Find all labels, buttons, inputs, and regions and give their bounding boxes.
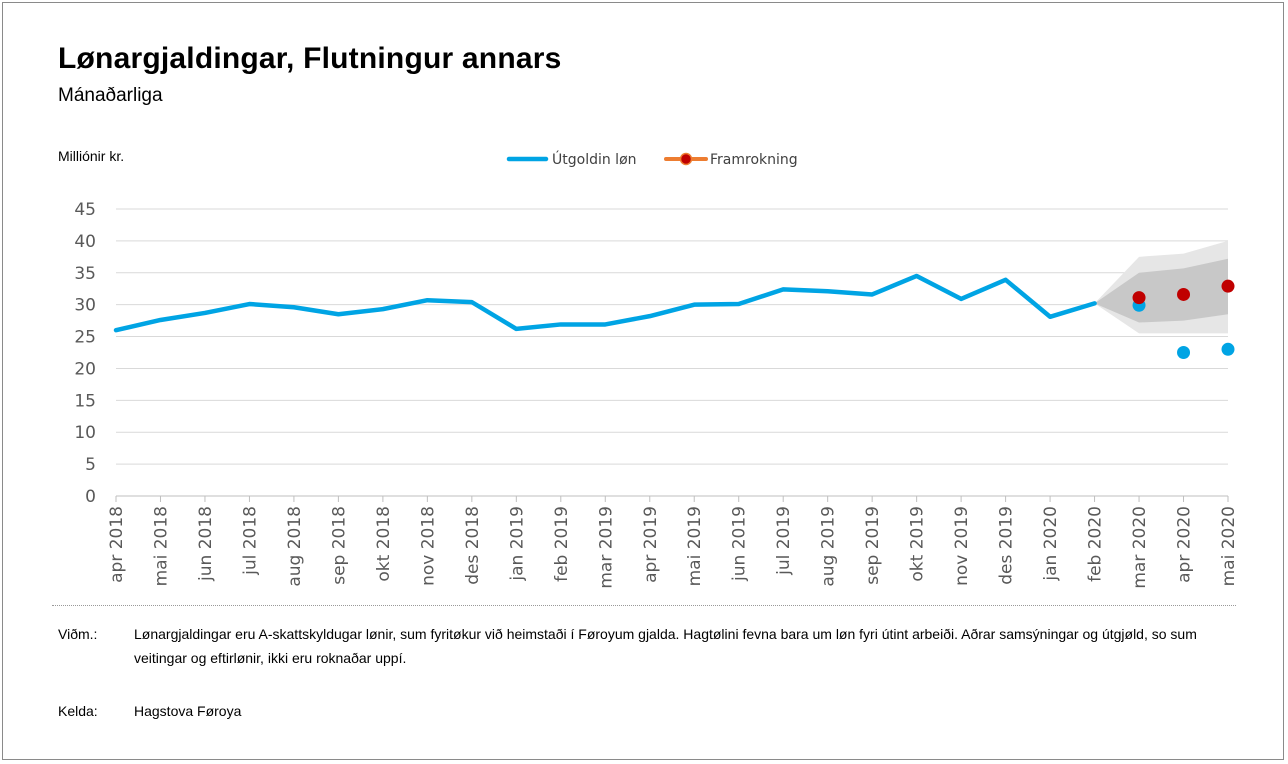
data-point-utgoldin-lon [1177,346,1191,359]
y-tick-label: 40 [74,232,96,252]
chart-title: Lønargjaldingar, Flutningur annars [58,42,562,75]
y-tick-label: 15 [74,391,96,411]
x-tick-label: nov 2019 [952,506,972,586]
x-tick-label: apr 2020 [1175,506,1195,583]
forecast-band-inner [1094,258,1228,323]
x-tick-label: jan 2019 [507,506,527,582]
x-tick-label: mar 2020 [1130,506,1150,589]
x-tick-label: feb 2020 [1086,506,1106,582]
x-tick-label: mai 2019 [685,506,705,586]
x-tick-label: mar 2019 [596,506,616,589]
source-label: Kelda: [58,703,98,719]
source-text: Hagstova Føroya [134,703,242,719]
remark-label: Viðm.: [58,626,98,642]
y-tick-label: 10 [74,423,96,443]
data-point-framrokning [1132,291,1146,305]
notes-divider [52,605,1236,606]
y-tick-label: 0 [85,487,96,507]
series-line-utgoldin-lon [113,273,1097,333]
x-tick-label: jun 2018 [196,506,216,582]
y-axis-unit-label: Milliónir kr. [58,148,125,164]
x-tick-label: jan 2020 [1041,506,1061,582]
x-tick-label: jul 2019 [774,506,794,576]
data-point-framrokning [1177,287,1191,301]
y-tick-label: 35 [74,264,96,284]
x-tick-label: des 2018 [463,506,483,585]
line-chart: 0 5 10 15 20 25 30 35 40 45 apr 2018 mai 2018 jun 20… [74,150,1239,589]
data-point-utgoldin-lon [1221,342,1235,356]
x-tick-label: apr 2019 [641,506,661,583]
y-tick-label: 20 [74,359,96,379]
chart-subtitle: Mánaðarliga [58,85,163,106]
x-tick-label: aug 2019 [819,506,839,587]
x-tick-label: sep 2019 [863,506,883,585]
x-tick-label: jul 2018 [240,506,260,576]
y-tick-label: 25 [74,328,96,348]
x-tick-label: apr 2018 [107,506,127,583]
x-tick-label: feb 2019 [552,506,572,582]
x-tick-label: okt 2019 [908,506,928,582]
x-tick-label: nov 2018 [418,506,438,586]
y-tick-label: 30 [74,296,96,316]
remark-text: Lønargjaldingar eru A-skattskyldugar løn… [134,626,1197,666]
y-tick-label: 45 [74,200,96,220]
x-tick-label: des 2019 [997,506,1017,585]
x-tick-label: jun 2019 [730,506,750,582]
legend: Útgoldin løn Framrokning [506,150,798,168]
legend-label-framrokning: Framrokning [710,152,798,168]
legend-label-utgoldin-lon: Útgoldin løn [552,150,637,168]
x-tick-label: aug 2018 [285,506,305,587]
legend-swatch-framrokning-marker [679,152,693,166]
x-tick-label: mai 2018 [151,506,171,586]
x-tick-label: mai 2020 [1219,506,1239,586]
x-tick-label: okt 2018 [374,506,394,582]
y-tick-label: 5 [85,455,96,475]
data-point-framrokning [1221,279,1235,293]
x-tick-label: sep 2018 [329,506,349,585]
